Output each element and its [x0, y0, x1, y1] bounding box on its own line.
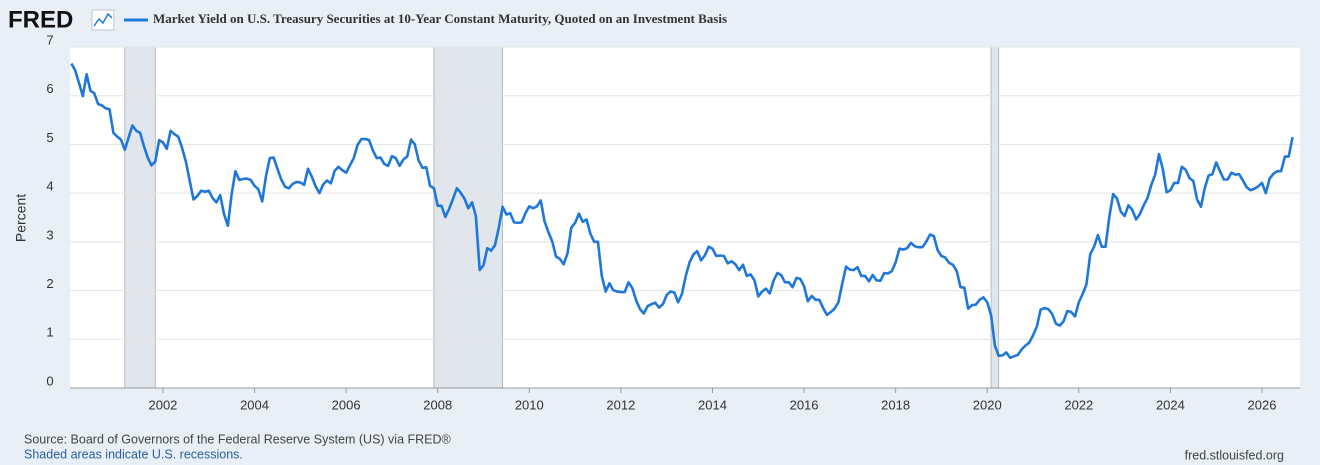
y-tick-label: 1 — [46, 325, 53, 340]
x-tick-label: 2022 — [1064, 397, 1093, 412]
x-tick-label: 2006 — [332, 397, 361, 412]
x-tick-label: 2014 — [698, 397, 727, 412]
x-tick-label: 2008 — [423, 397, 452, 412]
y-tick-label: 6 — [46, 81, 53, 96]
x-tick-label: 2026 — [1248, 397, 1277, 412]
y-axis-label: Percent — [13, 194, 29, 242]
x-tick-label: 2004 — [240, 397, 269, 412]
source: Source: Board of Governors of the Federa… — [24, 432, 452, 446]
logo: FRED — [8, 6, 73, 33]
y-tick-label: 3 — [46, 227, 53, 242]
y-tick-label: 2 — [46, 276, 53, 291]
plot-area — [70, 47, 1300, 388]
x-tick-label: 2024 — [1156, 397, 1185, 412]
y-tick-label: 4 — [46, 179, 53, 194]
y-tick-label: 7 — [46, 32, 53, 47]
x-tick-label: 2016 — [790, 397, 819, 412]
credit[interactable]: fred.stlouisfed.org — [1185, 448, 1284, 462]
x-tick-label: 2002 — [148, 397, 177, 412]
y-tick-label: 0 — [46, 373, 53, 388]
y-tick-label: 5 — [46, 130, 53, 145]
x-tick-label: 2012 — [606, 397, 635, 412]
x-tick-label: 2010 — [515, 397, 544, 412]
recession-band — [124, 46, 156, 389]
legend-label: Market Yield on U.S. Treasury Securities… — [153, 11, 727, 26]
x-tick-label: 2018 — [881, 397, 910, 412]
recession-note[interactable]: Shaded areas indicate U.S. recessions. — [24, 447, 243, 461]
x-tick-label: 2020 — [973, 397, 1002, 412]
series-line — [70, 62, 1294, 360]
logo-icon — [91, 9, 115, 31]
